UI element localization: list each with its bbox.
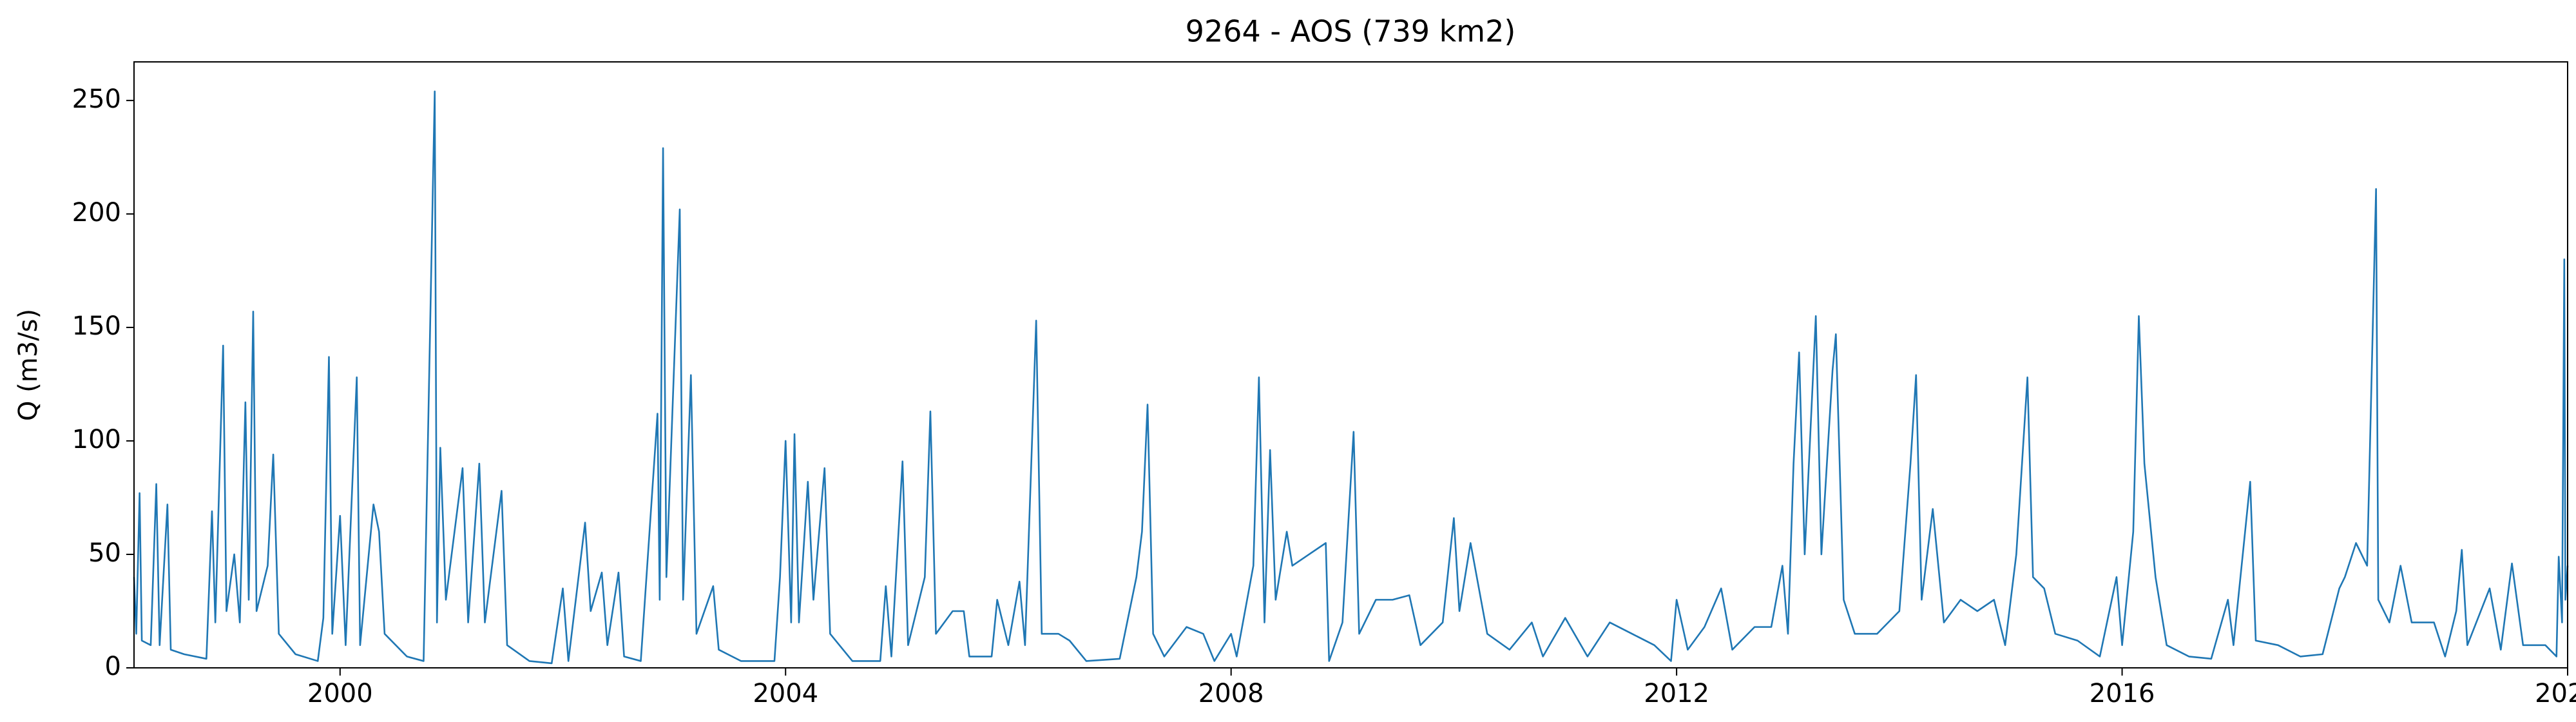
y-tick-label: 100 [72, 425, 121, 454]
chart-title: 9264 - AOS (739 km2) [1186, 14, 1516, 49]
y-tick-label: 150 [72, 311, 121, 341]
y-tick-label: 50 [88, 538, 121, 568]
x-tick-label: 2016 [2090, 679, 2155, 708]
x-tick-label: 2008 [1198, 679, 1264, 708]
x-tick-label: 2000 [307, 679, 373, 708]
x-tick-label: 2004 [753, 679, 818, 708]
x-tick-label: 2012 [1644, 679, 1709, 708]
data-line [133, 90, 2569, 665]
y-tick-label: 250 [72, 84, 121, 114]
plot-frame [133, 61, 2568, 668]
y-tick-label: 0 [105, 652, 121, 681]
y-tick-label: 200 [72, 198, 121, 228]
y-axis-label: Q (m3/s) [14, 309, 43, 421]
x-tick-label: 2020 [2535, 679, 2576, 708]
